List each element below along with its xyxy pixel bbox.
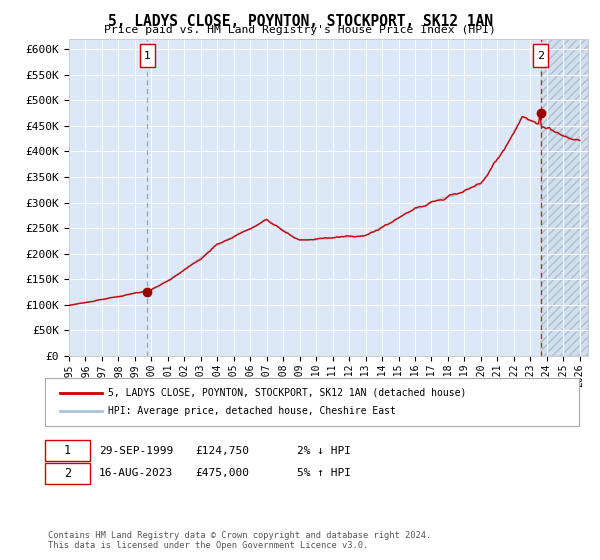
Text: 5% ↑ HPI: 5% ↑ HPI: [297, 468, 351, 478]
Text: £124,750: £124,750: [195, 446, 249, 456]
Text: Contains HM Land Registry data © Crown copyright and database right 2024.
This d: Contains HM Land Registry data © Crown c…: [48, 530, 431, 550]
Bar: [541, 39, 588, 356]
Text: 29-SEP-1999: 29-SEP-1999: [99, 446, 173, 456]
Text: HPI: Average price, detached house, Cheshire East: HPI: Average price, detached house, Ches…: [108, 406, 396, 416]
Text: 1: 1: [64, 444, 71, 458]
Text: £475,000: £475,000: [195, 468, 249, 478]
Text: 2: 2: [64, 466, 71, 480]
Bar: [541, 39, 588, 356]
Text: 5, LADYS CLOSE, POYNTON, STOCKPORT, SK12 1AN: 5, LADYS CLOSE, POYNTON, STOCKPORT, SK12…: [107, 14, 493, 29]
Text: Price paid vs. HM Land Registry's House Price Index (HPI): Price paid vs. HM Land Registry's House …: [104, 25, 496, 35]
Bar: [140, 44, 155, 67]
Text: 1: 1: [144, 51, 151, 61]
Text: 2: 2: [537, 51, 544, 61]
Text: 2% ↓ HPI: 2% ↓ HPI: [297, 446, 351, 456]
Text: 5, LADYS CLOSE, POYNTON, STOCKPORT, SK12 1AN (detached house): 5, LADYS CLOSE, POYNTON, STOCKPORT, SK12…: [108, 388, 466, 398]
Bar: [533, 44, 548, 67]
Text: 16-AUG-2023: 16-AUG-2023: [99, 468, 173, 478]
